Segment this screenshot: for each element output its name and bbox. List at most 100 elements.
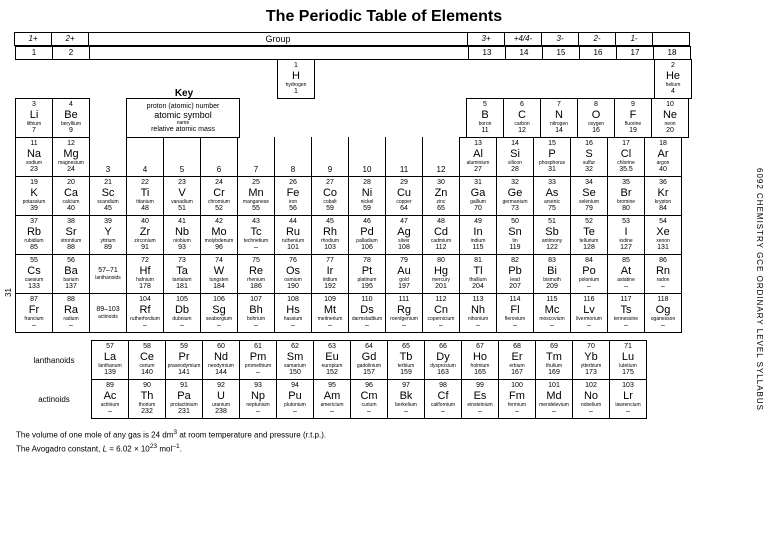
hand-3plus: 3+ bbox=[467, 32, 505, 46]
element-Ga: 31Gagallium70 bbox=[459, 176, 497, 216]
element-Rn: 86Rnradon– bbox=[644, 254, 682, 294]
page-title: The Periodic Table of Elements bbox=[0, 8, 768, 26]
element-Nb: 41Nbniobium93 bbox=[163, 215, 201, 255]
group-17: 17 bbox=[616, 46, 654, 60]
group-number-row: 1 2 13 14 15 16 17 18 bbox=[16, 46, 752, 60]
element-V: 23Vvanadium51 bbox=[163, 176, 201, 216]
footnotes: The volume of one mole of any gas is 24 … bbox=[16, 427, 752, 454]
element-Rg: 111Rgroentgenium– bbox=[385, 293, 423, 333]
hand-2minus: 2- bbox=[578, 32, 616, 46]
element-Tc: 43Tctechnetium– bbox=[237, 215, 275, 255]
element-Mc: 115Mcmoscovium– bbox=[533, 293, 571, 333]
spacer bbox=[90, 59, 128, 99]
element-He: 2Hehelium4 bbox=[654, 59, 692, 99]
series-block: lanthanoids 57Lalanthanum13958Cecerium14… bbox=[16, 341, 752, 419]
element-Fm: 100Fmfermium– bbox=[498, 379, 536, 419]
element-Th: 90Ththorium232 bbox=[128, 379, 166, 419]
element-Po: 84Popolonium– bbox=[570, 254, 608, 294]
handwritten-charge-row: 1+ 2+ Group 3+ +4/4- 3- 2- 1- bbox=[16, 32, 752, 46]
element-Br: 35Brbromine80 bbox=[607, 176, 645, 216]
element-Te: 52Tetellurium128 bbox=[570, 215, 608, 255]
spacer bbox=[89, 98, 127, 138]
actinoid-label: actinoids bbox=[16, 395, 92, 404]
element-Np: 93Npneptunium– bbox=[239, 379, 277, 419]
hand-3minus: 3- bbox=[541, 32, 579, 46]
element-Pm: 61Pmpromethium– bbox=[239, 340, 277, 380]
element-N: 7Nnitrogen14 bbox=[540, 98, 578, 138]
element-Hf: 72Hfhafnium178 bbox=[126, 254, 164, 294]
side-text-left: 31 bbox=[4, 288, 13, 297]
element-C: 6Ccarbon12 bbox=[503, 98, 541, 138]
element-Ru: 44Ruruthenium101 bbox=[274, 215, 312, 255]
footnote-2: The Avogadro constant, L = 6.02 × 1023 m… bbox=[16, 441, 752, 455]
element-Zr: 40Zrzirconium91 bbox=[126, 215, 164, 255]
element-Am: 95Amamericium– bbox=[313, 379, 351, 419]
transition-header-9: 9 bbox=[311, 137, 349, 177]
element-Cn: 112Cncopernicium– bbox=[422, 293, 460, 333]
element-W: 74Wtungsten184 bbox=[200, 254, 238, 294]
element-Mg: 12Mgmagnesium24 bbox=[52, 137, 90, 177]
element-Ar: 18Arargon40 bbox=[644, 137, 682, 177]
transition-header-3: 3 bbox=[89, 137, 127, 177]
element-As: 33Asarsenic75 bbox=[533, 176, 571, 216]
element-No: 102Nonobelium– bbox=[572, 379, 610, 419]
element-Fl: 114Flflerovium– bbox=[496, 293, 534, 333]
group-gap bbox=[89, 46, 469, 60]
element-Pb: 82Pblead207 bbox=[496, 254, 534, 294]
element-Xe: 54Xexenon131 bbox=[644, 215, 682, 255]
element-Lv: 116Lvlivermorium– bbox=[570, 293, 608, 333]
element-Sg: 106Sgseaborgium– bbox=[200, 293, 238, 333]
element-Yb: 70Ybytterbium173 bbox=[572, 340, 610, 380]
element-Ni: 28Ninickel59 bbox=[348, 176, 386, 216]
element-Pr: 59Prpraseodymium141 bbox=[165, 340, 203, 380]
element-Ti: 22Tititanium48 bbox=[126, 176, 164, 216]
transition-header-7: 7 bbox=[237, 137, 275, 177]
group-16: 16 bbox=[579, 46, 617, 60]
spacer bbox=[314, 59, 466, 99]
element-Li: 3Lilithium7 bbox=[15, 98, 53, 138]
element-Al: 13Alaluminium27 bbox=[459, 137, 497, 177]
transition-header-12: 12 bbox=[422, 137, 460, 177]
element-Ba: 56Babarium137 bbox=[52, 254, 90, 294]
element-Cf: 98Cfcalifornium– bbox=[424, 379, 462, 419]
transition-header-5: 5 bbox=[163, 137, 201, 177]
element-Md: 101Mdmendelevium– bbox=[535, 379, 573, 419]
element-Bk: 97Bkberkelium– bbox=[387, 379, 425, 419]
element-Sm: 62Smsamarium150 bbox=[276, 340, 314, 380]
element-Tl: 81Tlthallium204 bbox=[459, 254, 497, 294]
element-Eu: 63Eueuropium152 bbox=[313, 340, 351, 380]
group-2: 2 bbox=[52, 46, 90, 60]
element-Fe: 26Feiron56 bbox=[274, 176, 312, 216]
element-Ce: 58Cecerium140 bbox=[128, 340, 166, 380]
element-Kr: 36Krkrypton84 bbox=[644, 176, 682, 216]
element-Hs: 108Hshassium– bbox=[274, 293, 312, 333]
element-Tm: 69Tmthulium169 bbox=[535, 340, 573, 380]
lanthanoid-row: 57Lalanthanum13958Cecerium14059Prpraseod… bbox=[92, 341, 647, 380]
element-Ta: 73Tatantalum181 bbox=[163, 254, 201, 294]
transition-header-11: 11 bbox=[385, 137, 423, 177]
element-Bi: 83Bibismuth209 bbox=[533, 254, 571, 294]
element-Rf: 104Rfrutherfordium– bbox=[126, 293, 164, 333]
element-Nh: 113Nhnihonium– bbox=[459, 293, 497, 333]
element-Rh: 45Rhrhodium103 bbox=[311, 215, 349, 255]
group-label: Group bbox=[88, 32, 468, 46]
element-Co: 27Cocobalt59 bbox=[311, 176, 349, 216]
element-Pu: 94Puplutonium– bbox=[276, 379, 314, 419]
element-S: 16Ssulfur32 bbox=[570, 137, 608, 177]
group-15: 15 bbox=[542, 46, 580, 60]
transition-header-4: 4 bbox=[126, 137, 164, 177]
element-Si: 14Sisilicon28 bbox=[496, 137, 534, 177]
element-B: 5Bboron11 bbox=[466, 98, 504, 138]
periodic-table: Key1Hhydrogen12Hehelium43Lilithium74Bebe… bbox=[16, 60, 752, 333]
element-Tb: 65Tbterbium159 bbox=[387, 340, 425, 380]
element-Ra: 88Raradium– bbox=[52, 293, 90, 333]
element-Hg: 80Hgmercury201 bbox=[422, 254, 460, 294]
element-Rb: 37Rbrubidium85 bbox=[15, 215, 53, 255]
element-Cs: 55Cscaesium133 bbox=[15, 254, 53, 294]
element-Cm: 96Cmcurium– bbox=[350, 379, 388, 419]
hand-blank bbox=[652, 32, 690, 46]
element-Er: 68Ererbium167 bbox=[498, 340, 536, 380]
element-Db: 105Dbdubnium– bbox=[163, 293, 201, 333]
element-Sn: 50Sntin119 bbox=[496, 215, 534, 255]
element-U: 92Uuranium238 bbox=[202, 379, 240, 419]
